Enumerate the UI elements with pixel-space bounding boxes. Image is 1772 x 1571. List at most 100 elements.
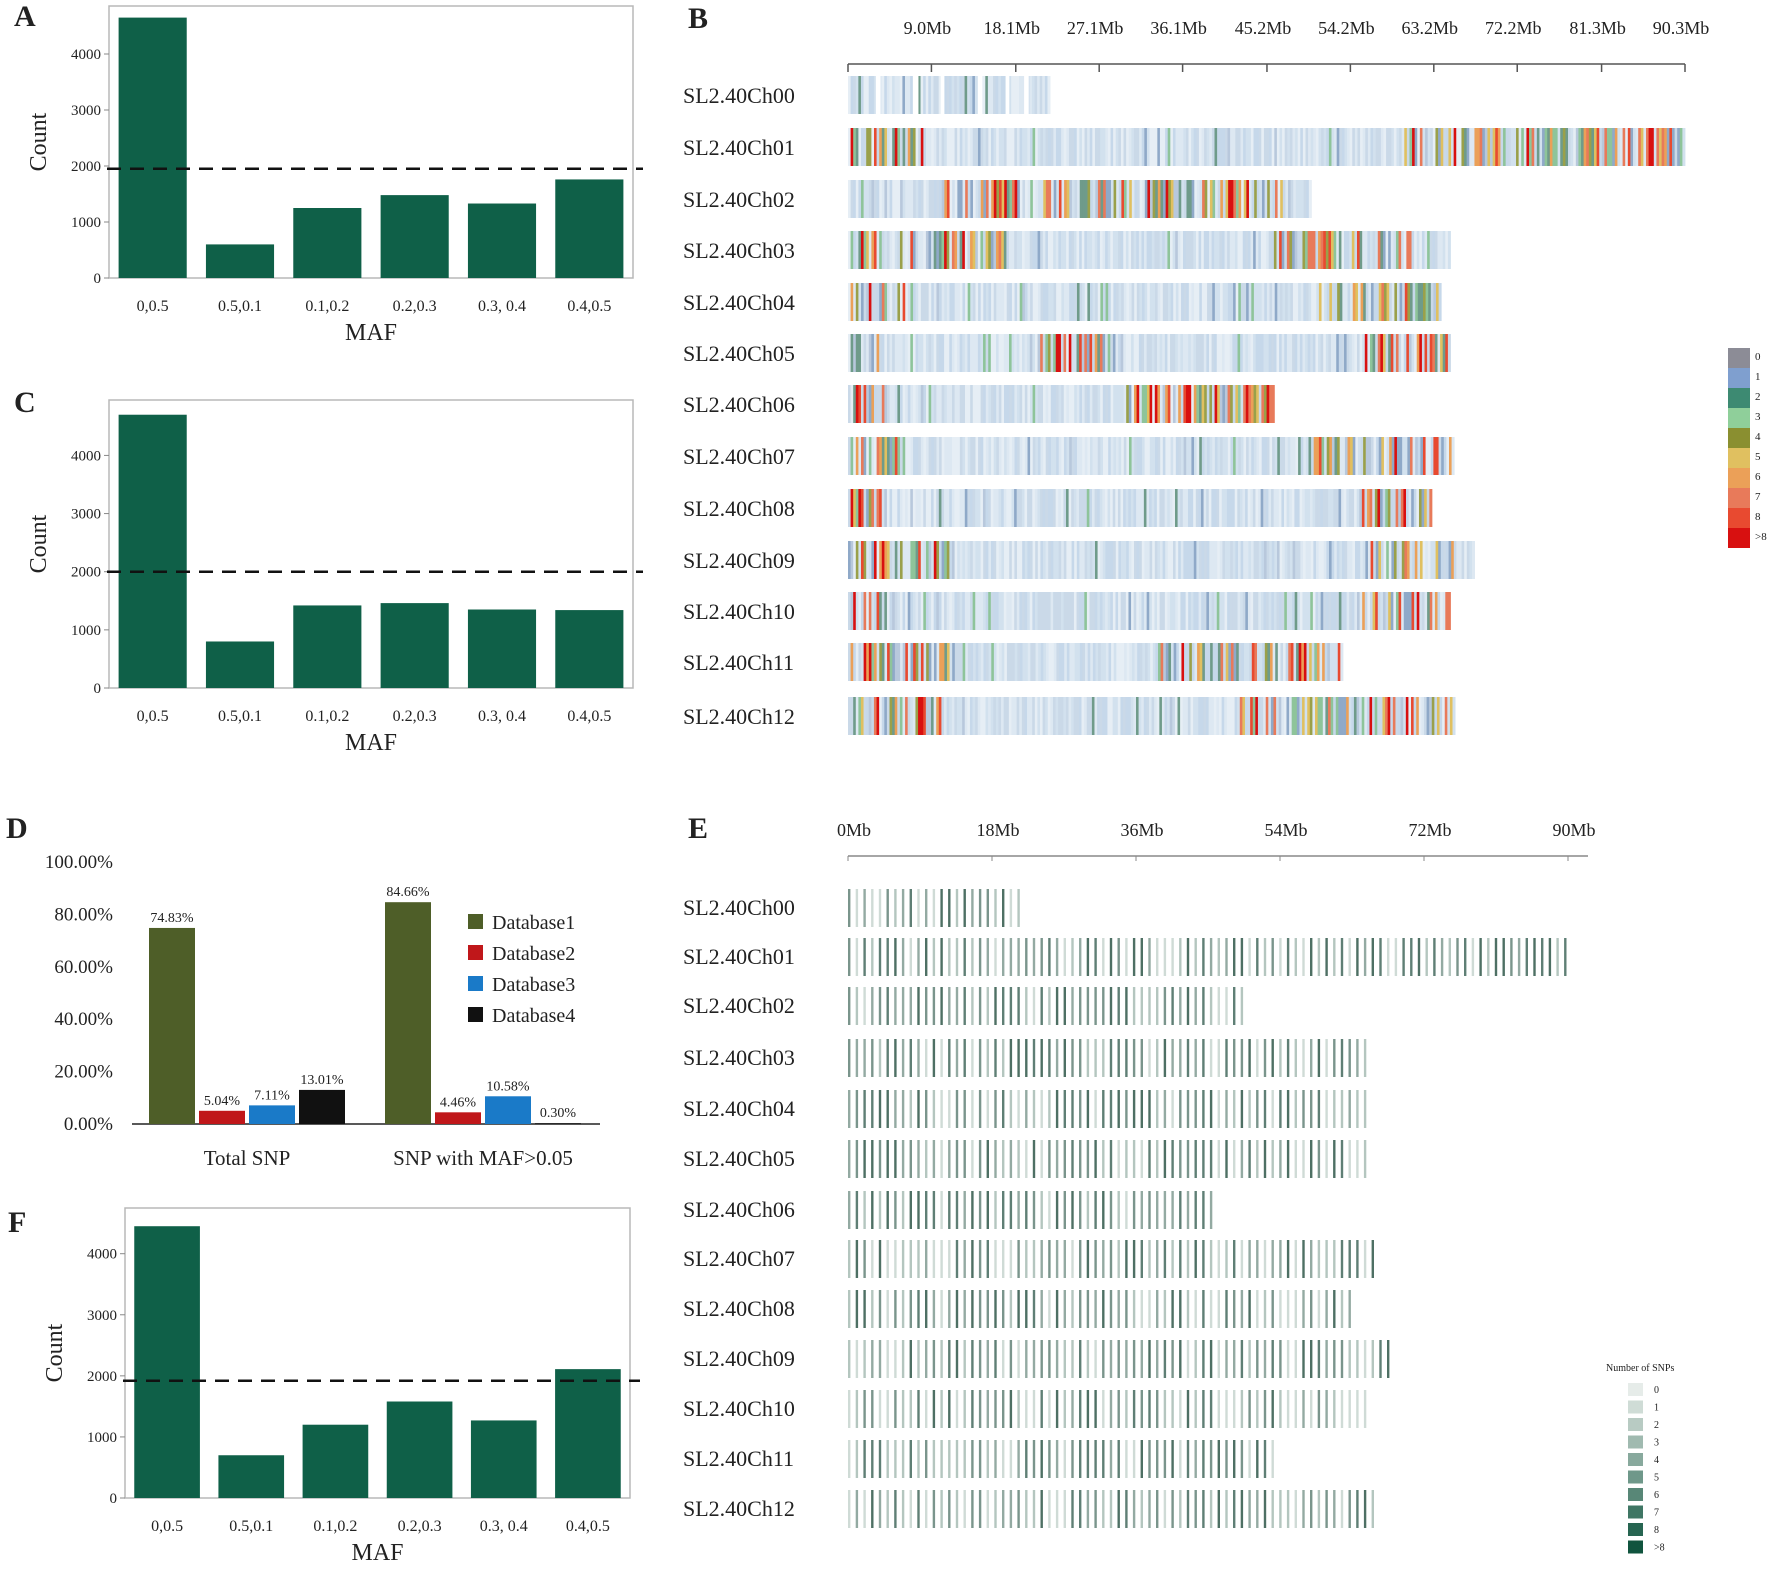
density-stripe — [949, 592, 953, 630]
density-stripe — [949, 283, 953, 321]
snp-stripe — [1294, 1390, 1297, 1428]
density-stripe — [1237, 592, 1241, 630]
density-stripe — [1014, 231, 1018, 269]
density-stripe — [1176, 643, 1180, 681]
legend-label: 7 — [1654, 1508, 1659, 1519]
density-stripe — [1115, 697, 1119, 735]
density-stripe — [1149, 385, 1153, 423]
density-stripe — [1368, 283, 1372, 321]
density-stripe — [1350, 283, 1354, 321]
density-stripe — [1425, 283, 1429, 321]
density-stripe — [1322, 489, 1326, 527]
density-stripe — [1198, 231, 1202, 269]
snp-stripe — [1179, 1490, 1182, 1528]
density-stripe — [990, 489, 994, 527]
density-stripe — [1412, 283, 1416, 321]
snp-stripe — [1279, 1090, 1282, 1128]
bar — [467, 203, 537, 278]
density-stripe — [1162, 231, 1166, 269]
density-stripe — [959, 592, 963, 630]
density-stripe — [1206, 128, 1210, 166]
density-stripe — [1092, 643, 1096, 681]
density-stripe — [1272, 437, 1276, 475]
x-tick-label: 0,0.5 — [137, 298, 169, 315]
snp-stripe — [1125, 1340, 1128, 1378]
density-stripe — [871, 128, 875, 166]
density-stripe — [1090, 180, 1094, 218]
density-stripe — [1477, 128, 1481, 166]
density-stripe — [1123, 592, 1127, 630]
y-tick-label: 3000 — [71, 103, 101, 119]
snp-stripe — [1225, 1090, 1228, 1128]
density-stripe — [1113, 643, 1117, 681]
snp-stripe — [1040, 1090, 1043, 1128]
chromosome-label: SL2.40Ch05 — [683, 1146, 795, 1171]
snp-stripe — [940, 1240, 943, 1278]
density-stripe — [1416, 231, 1420, 269]
density-stripe — [1594, 128, 1598, 166]
density-stripe — [1071, 334, 1075, 372]
density-stripe — [1248, 541, 1252, 579]
density-stripe — [1167, 541, 1171, 579]
x-tick-label: 27.1Mb — [1067, 18, 1124, 38]
bar — [555, 1369, 621, 1498]
density-stripe — [860, 489, 864, 527]
x-tick-label: 36Mb — [1120, 820, 1163, 840]
density-stripe — [1258, 128, 1262, 166]
snp-stripe — [1294, 1090, 1297, 1128]
density-stripe — [1277, 437, 1281, 475]
density-stripe — [1170, 437, 1174, 475]
density-stripe — [1081, 231, 1085, 269]
density-stripe — [881, 592, 885, 630]
density-stripe — [936, 283, 940, 321]
density-stripe — [1390, 489, 1394, 527]
density-stripe — [1047, 489, 1051, 527]
density-stripe — [848, 697, 851, 735]
density-stripe — [1022, 385, 1026, 423]
density-stripe — [1172, 592, 1176, 630]
x-tick-label: 0.5,0.1 — [218, 708, 262, 725]
density-stripe — [1311, 283, 1315, 321]
snp-stripe — [848, 1340, 851, 1378]
snp-stripe — [1002, 987, 1005, 1025]
density-stripe — [879, 697, 883, 735]
density-stripe — [1386, 128, 1390, 166]
snp-stripe — [1302, 1290, 1305, 1328]
snp-stripe — [1032, 1090, 1036, 1128]
snp-stripe — [1248, 1390, 1251, 1428]
density-stripe — [1128, 541, 1132, 579]
density-stripe — [848, 231, 851, 269]
density-stripe — [1027, 283, 1031, 321]
snp-stripe — [1263, 1090, 1267, 1128]
density-stripe — [1216, 592, 1220, 630]
density-stripe — [925, 385, 929, 423]
density-stripe — [1243, 385, 1247, 423]
snp-stripe — [1109, 1140, 1113, 1178]
density-stripe — [973, 643, 977, 681]
density-stripe — [1432, 128, 1436, 166]
density-stripe — [1318, 437, 1322, 475]
density-stripe — [1208, 592, 1212, 630]
density-stripe — [1001, 541, 1005, 579]
density-stripe — [1079, 437, 1083, 475]
density-stripe — [1172, 128, 1176, 166]
density-stripe — [1099, 231, 1103, 269]
density-stripe — [1030, 643, 1034, 681]
density-stripe — [1227, 283, 1231, 321]
snp-stripe — [1333, 1240, 1336, 1278]
density-stripe — [1181, 437, 1185, 475]
density-stripe — [1157, 334, 1161, 372]
snp-stripe — [1094, 1390, 1097, 1428]
density-stripe — [1022, 180, 1026, 218]
density-stripe — [1201, 437, 1205, 475]
density-stripe — [1120, 334, 1124, 372]
snp-stripe — [1117, 1090, 1120, 1128]
density-stripe — [915, 231, 919, 269]
density-stripe — [1097, 489, 1101, 527]
density-stripe — [961, 76, 965, 114]
snp-stripe — [1055, 1490, 1059, 1528]
density-stripe — [918, 334, 922, 372]
density-stripe — [1055, 385, 1059, 423]
snp-stripe — [1086, 1039, 1090, 1077]
density-stripe — [858, 437, 862, 475]
